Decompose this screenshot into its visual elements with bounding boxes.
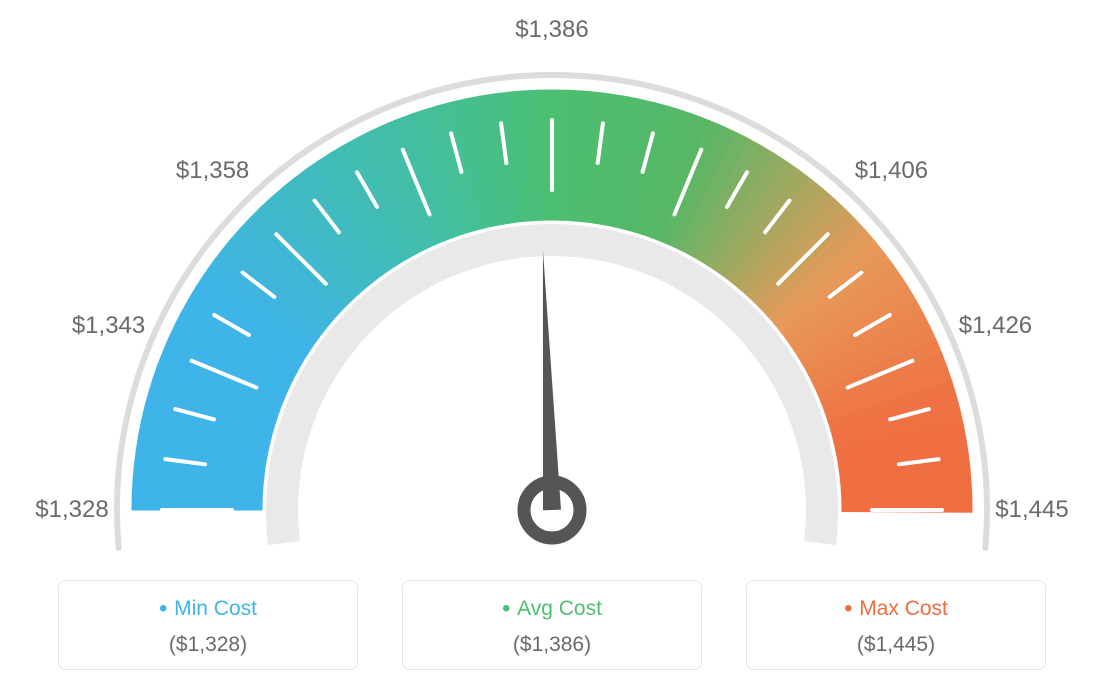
legend-label: Max Cost: [747, 595, 1045, 623]
gauge-tick-label: $1,328: [35, 496, 108, 524]
legend-value: ($1,386): [403, 633, 701, 657]
gauge-tick-label: $1,426: [959, 312, 1032, 340]
gauge-svg: [0, 0, 1104, 560]
legend-value: ($1,445): [747, 633, 1045, 657]
legend-label: Avg Cost: [403, 595, 701, 623]
legend-card: Max Cost ($1,445): [746, 580, 1046, 670]
legend-value: ($1,328): [59, 633, 357, 657]
legend-label: Min Cost: [59, 595, 357, 623]
gauge-tick-label: $1,406: [855, 157, 928, 185]
gauge-tick-label: $1,386: [515, 16, 588, 44]
legend-card: Avg Cost ($1,386): [402, 580, 702, 670]
legend-row: Min Cost ($1,328) Avg Cost ($1,386) Max Cost…: [0, 580, 1104, 670]
legend-card: Min Cost ($1,328): [58, 580, 358, 670]
chart-container: $1,328 $1,343 $1,358 $1,386 $1,406 $1,426 $1,4…: [0, 0, 1104, 690]
gauge-tick-label: $1,358: [176, 157, 249, 185]
gauge-tick-label: $1,445: [995, 496, 1068, 524]
gauge-tick-label: $1,343: [72, 312, 145, 340]
gauge-area: $1,328 $1,343 $1,358 $1,386 $1,406 $1,426 $1,4…: [0, 0, 1104, 560]
